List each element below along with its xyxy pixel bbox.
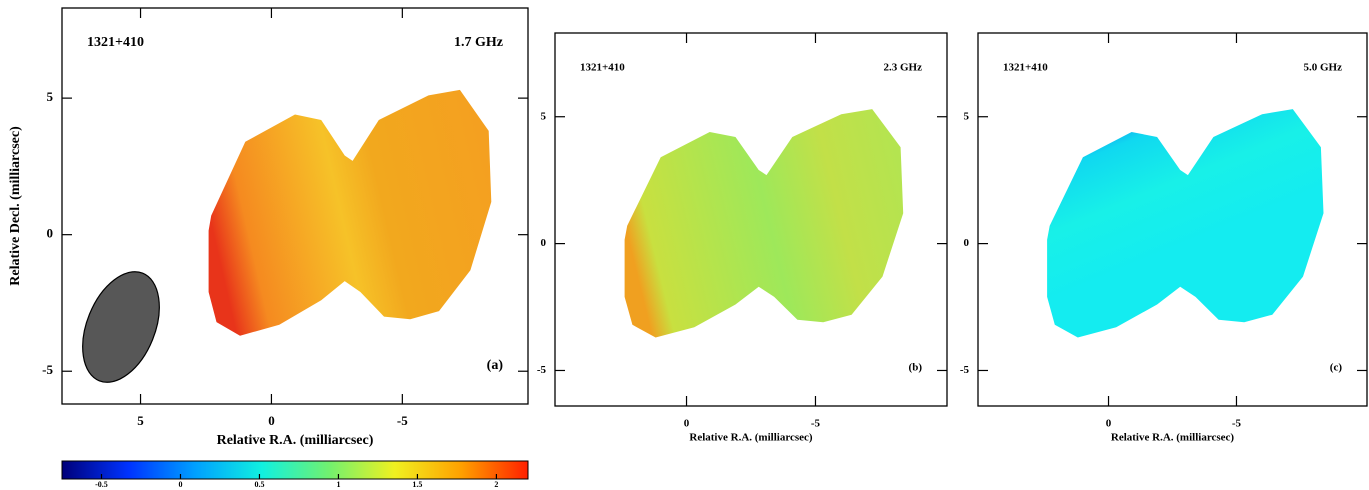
beam [82,271,160,383]
frequency: 1.7 GHz [454,35,503,50]
x-tick-label: 0 [268,413,275,428]
source-name: 1321+410 [580,62,625,74]
panel-label: (b) [909,362,923,374]
y-tick-label: 5 [541,110,547,122]
y-tick-label: 5 [47,89,54,104]
y-tick-label: -5 [537,364,547,376]
colorbar-tick-label: 2 [494,480,498,489]
source-map [208,89,492,336]
colorbar-tick-label: -0.5 [95,480,108,489]
y-tick-label: -5 [960,364,970,376]
x-tick-label: 0 [684,418,690,430]
frequency: 2.3 GHz [884,62,923,74]
source-name: 1321+410 [1003,62,1048,74]
colorbar-tick-label: 0 [178,480,182,489]
y-tick-label: 0 [541,237,547,249]
x-axis-label: Relative R.A. (milliarcsec) [217,433,374,448]
frame [554,32,948,407]
x-tick-label: -5 [811,418,821,430]
y-tick-label: 5 [964,110,970,122]
y-tick-label: 0 [47,226,54,241]
x-tick-label: 0 [1106,418,1112,430]
source-map [1047,109,1324,338]
frame [977,32,1368,407]
colorbar-tick-label: 1.5 [412,480,422,489]
colorbar-tick-label: 1 [336,480,340,489]
y-tick-label: 0 [964,237,970,249]
x-tick-label: -5 [1232,418,1242,430]
x-axis-label: Relative R.A. (milliarcsec) [689,432,813,444]
y-axis-label: Relative Decl. (milliarcsec) [8,126,23,286]
frequency: 5.0 GHz [1304,62,1343,74]
x-tick-label: -5 [397,413,408,428]
panel-label: (c) [1330,362,1343,374]
x-axis-label: Relative R.A. (milliarcsec) [1111,432,1235,444]
frame [61,7,529,405]
panel-label: (a) [487,358,504,373]
colorbar [61,460,529,480]
x-tick-label: 5 [137,413,144,428]
colorbar-tick-label: 0.5 [254,480,264,489]
y-tick-label: -5 [42,362,53,377]
source-map [624,109,904,338]
source-name: 1321+410 [87,35,144,50]
